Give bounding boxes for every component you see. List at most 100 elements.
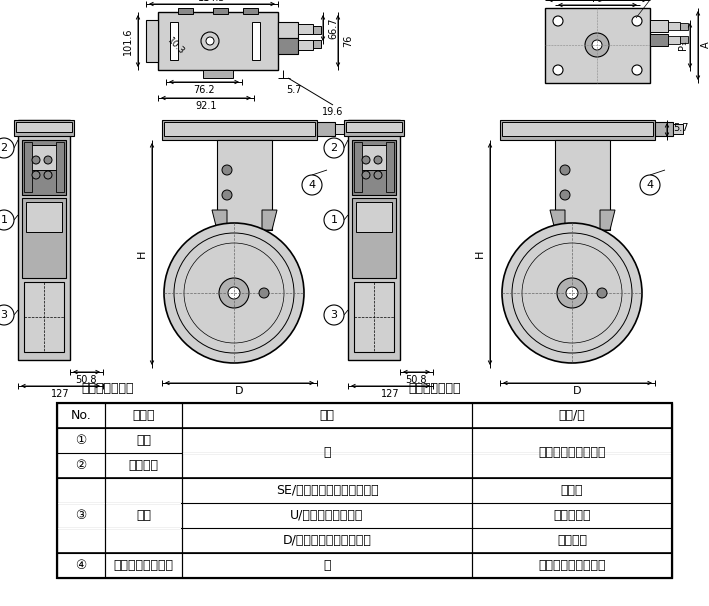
Text: 2: 2 [330, 143, 337, 153]
Circle shape [324, 138, 344, 158]
Bar [352, 140, 396, 195]
Text: H: H [137, 250, 147, 258]
Circle shape [374, 156, 382, 164]
Text: D/特殊クロロプレンゴム: D/特殊クロロプレンゴム [283, 534, 372, 547]
Text: 4: 4 [647, 180, 654, 190]
Bar [278, 22, 298, 38]
Text: A: A [701, 42, 709, 48]
Text: （長穴タイプ）: （長穴タイプ） [82, 382, 134, 395]
Text: 光沢クロメート処理: 光沢クロメート処理 [538, 447, 605, 459]
Text: ストッパーレバー: ストッパーレバー [113, 559, 174, 572]
Text: 92.1: 92.1 [195, 101, 217, 111]
Text: 127: 127 [381, 389, 400, 399]
Circle shape [324, 305, 344, 325]
Bar [24, 282, 64, 352]
Text: ②: ② [75, 459, 86, 472]
Bar [298, 24, 313, 34]
Circle shape [560, 165, 570, 175]
Bar [26, 145, 62, 170]
Text: プレート: プレート [128, 459, 159, 472]
Bar [57, 403, 672, 578]
Text: 101.6: 101.6 [123, 27, 133, 55]
Polygon shape [219, 225, 249, 285]
Bar [545, 8, 650, 83]
Circle shape [201, 32, 219, 50]
Bar [203, 70, 233, 78]
Bar [298, 40, 313, 50]
Text: SE/ソリッド・エラストマー: SE/ソリッド・エラストマー [276, 484, 379, 497]
Circle shape [566, 287, 578, 299]
Circle shape [557, 278, 587, 308]
Circle shape [553, 16, 563, 26]
Text: （丸穴タイプ）: （丸穴タイプ） [409, 382, 462, 395]
Bar [243, 8, 258, 14]
Bar [352, 198, 396, 278]
Bar [170, 22, 178, 60]
Bar [354, 142, 362, 192]
Text: 部品名: 部品名 [133, 409, 155, 422]
Bar [24, 142, 32, 192]
Text: 本体: 本体 [136, 434, 151, 447]
Bar [22, 198, 66, 278]
Text: 鋼: 鋼 [323, 447, 331, 459]
Text: 76: 76 [343, 35, 353, 47]
Text: ④: ④ [75, 559, 86, 572]
Circle shape [592, 40, 602, 50]
Text: 1: 1 [1, 215, 8, 225]
Bar [668, 22, 680, 30]
Bar [58, 503, 181, 504]
Polygon shape [550, 210, 565, 230]
Text: 10.3: 10.3 [166, 36, 186, 56]
Bar [252, 22, 260, 60]
Circle shape [553, 65, 563, 75]
Circle shape [44, 156, 52, 164]
Text: 127: 127 [51, 389, 69, 399]
Circle shape [219, 278, 249, 308]
Text: 50.8: 50.8 [406, 375, 427, 385]
Circle shape [0, 210, 14, 230]
Circle shape [374, 171, 382, 179]
Circle shape [164, 223, 304, 363]
Text: 車輪: 車輪 [136, 509, 151, 522]
Text: ①: ① [75, 434, 86, 447]
Circle shape [632, 16, 642, 26]
Circle shape [44, 171, 52, 179]
Bar [335, 124, 345, 134]
Bar [57, 403, 672, 578]
Polygon shape [262, 210, 277, 230]
Circle shape [0, 138, 14, 158]
Circle shape [228, 287, 240, 299]
Circle shape [259, 288, 269, 298]
Circle shape [597, 288, 607, 298]
Polygon shape [212, 210, 227, 230]
Bar [183, 453, 671, 454]
Bar [356, 202, 392, 232]
Text: 66.7: 66.7 [328, 17, 338, 39]
Bar [18, 120, 70, 360]
Circle shape [222, 190, 232, 200]
Text: グレー: グレー [561, 484, 584, 497]
Text: U/ダーコ・ウレタン: U/ダーコ・ウレタン [290, 509, 364, 522]
Circle shape [640, 175, 660, 195]
Bar [313, 40, 321, 48]
Bar [673, 124, 683, 134]
Bar [655, 122, 673, 136]
Text: 3: 3 [330, 310, 337, 320]
Text: 材料: 材料 [320, 409, 335, 422]
Circle shape [632, 65, 642, 75]
Bar [22, 140, 66, 195]
Text: 5.7: 5.7 [286, 85, 301, 95]
Circle shape [302, 175, 322, 195]
Circle shape [184, 243, 284, 343]
Bar [164, 122, 315, 136]
Bar [680, 36, 688, 43]
Bar [650, 20, 668, 32]
Bar [178, 8, 193, 14]
Text: 仕上/色: 仕上/色 [559, 409, 586, 422]
Bar [14, 120, 74, 136]
Bar [555, 140, 610, 230]
Bar [354, 282, 394, 352]
Bar [56, 142, 64, 192]
Bar [26, 202, 62, 232]
Bar [346, 122, 402, 132]
